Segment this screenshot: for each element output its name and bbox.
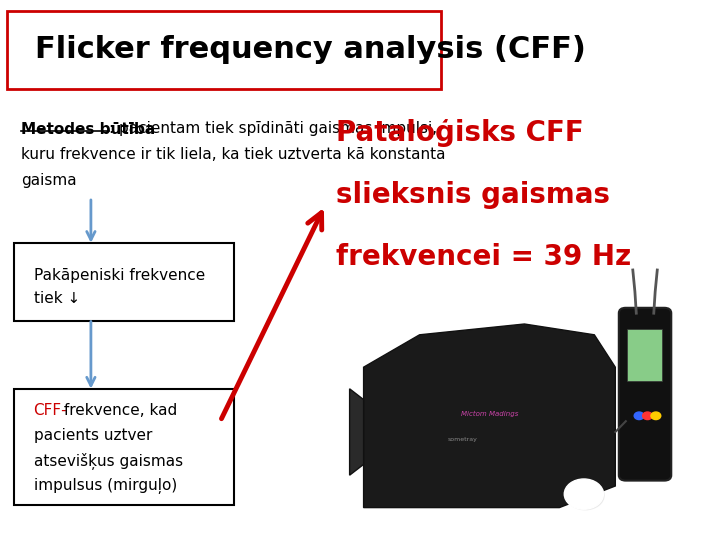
Circle shape — [642, 412, 652, 420]
FancyBboxPatch shape — [7, 11, 441, 89]
Text: Pataloģisks CFF: Pataloģisks CFF — [336, 119, 583, 147]
Text: sometray: sometray — [448, 437, 477, 442]
FancyBboxPatch shape — [618, 308, 671, 481]
Polygon shape — [350, 389, 364, 475]
Text: Pakāpeniski frekvence
tiek ↓: Pakāpeniski frekvence tiek ↓ — [34, 268, 204, 306]
Circle shape — [634, 412, 644, 420]
Text: gaisma: gaisma — [21, 173, 76, 188]
Text: frekvence, kad: frekvence, kad — [59, 403, 177, 418]
FancyBboxPatch shape — [14, 389, 234, 505]
Text: impulsus (mirguļo): impulsus (mirguļo) — [34, 478, 177, 494]
Text: : pacientam tiek spīdināti gaismas impulsi,: : pacientam tiek spīdināti gaismas impul… — [109, 122, 438, 137]
Circle shape — [651, 412, 661, 420]
Circle shape — [567, 481, 604, 510]
Text: CFF-: CFF- — [34, 403, 67, 418]
Text: Mictom Madings: Mictom Madings — [462, 410, 519, 416]
Text: frekvencei = 39 Hz: frekvencei = 39 Hz — [336, 243, 631, 271]
Text: kuru frekvence ir tik liela, ka tiek uztverta kā konstanta: kuru frekvence ir tik liela, ka tiek uzt… — [21, 147, 446, 163]
FancyBboxPatch shape — [627, 329, 662, 381]
Circle shape — [564, 479, 603, 509]
Text: Flicker frequency analysis (CFF): Flicker frequency analysis (CFF) — [35, 35, 586, 64]
Text: atsevišķus gaismas: atsevišķus gaismas — [34, 453, 183, 470]
Text: slieksnis gaismas: slieksnis gaismas — [336, 181, 610, 209]
Text: Metodes būtība: Metodes būtība — [21, 122, 156, 137]
Text: pacients uztver: pacients uztver — [34, 428, 152, 443]
Polygon shape — [364, 324, 616, 508]
FancyBboxPatch shape — [14, 243, 234, 321]
